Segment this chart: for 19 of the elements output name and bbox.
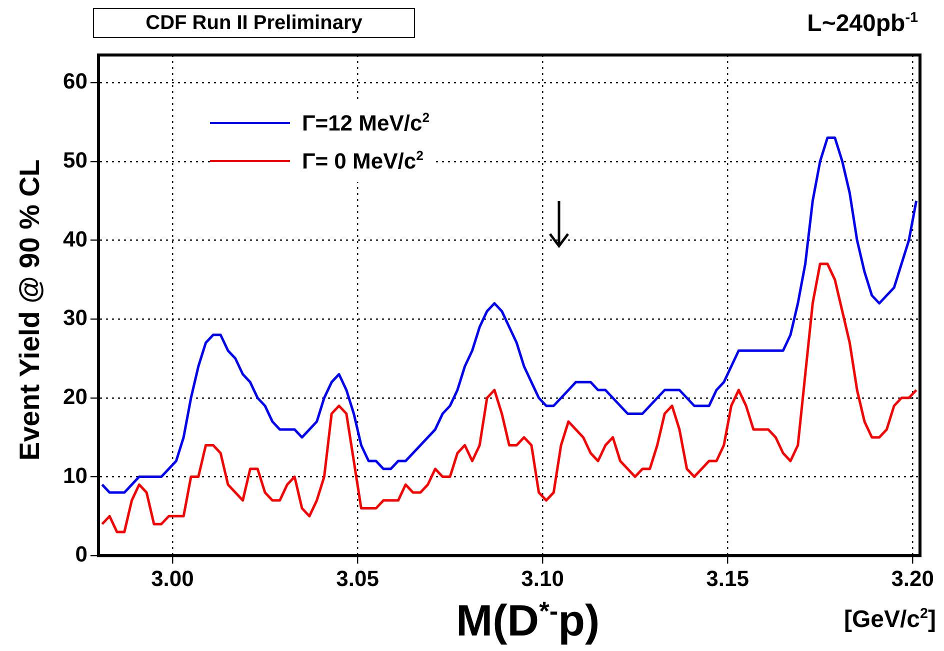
text: [GeV/c$^{2}$] [844,606,936,634]
y-tick-label: 60 [62,68,88,94]
x-tick-label: 3.05 [336,566,379,591]
y-tick-label: 10 [62,462,88,488]
y-tick-label: 30 [62,305,88,330]
chart-title: CDF Run II Preliminary [93,8,415,38]
legend-label: Γ=12 MeV/c$^{2}$ [302,110,430,136]
y-tick-label: 50 [62,147,88,172]
x-tick-label: 3.20 [891,566,934,591]
y-tick-label: 40 [62,226,88,252]
legend-label: Γ= 0 MeV/c$^{2}$ [302,148,424,174]
text: L~240pb$^{-1}$ [807,10,918,38]
x-axis-title: M(D$^{*-}$p) [456,596,600,647]
x-tick-label: 3.00 [151,566,194,591]
y-tick-label: 20 [62,384,88,409]
x-tick-label: 3.15 [706,566,749,591]
y-axis-title: Event Yield @ 90 % CL [14,159,46,461]
y-tick-label: 0 [75,542,88,567]
x-tick-label: 3.10 [521,566,564,591]
